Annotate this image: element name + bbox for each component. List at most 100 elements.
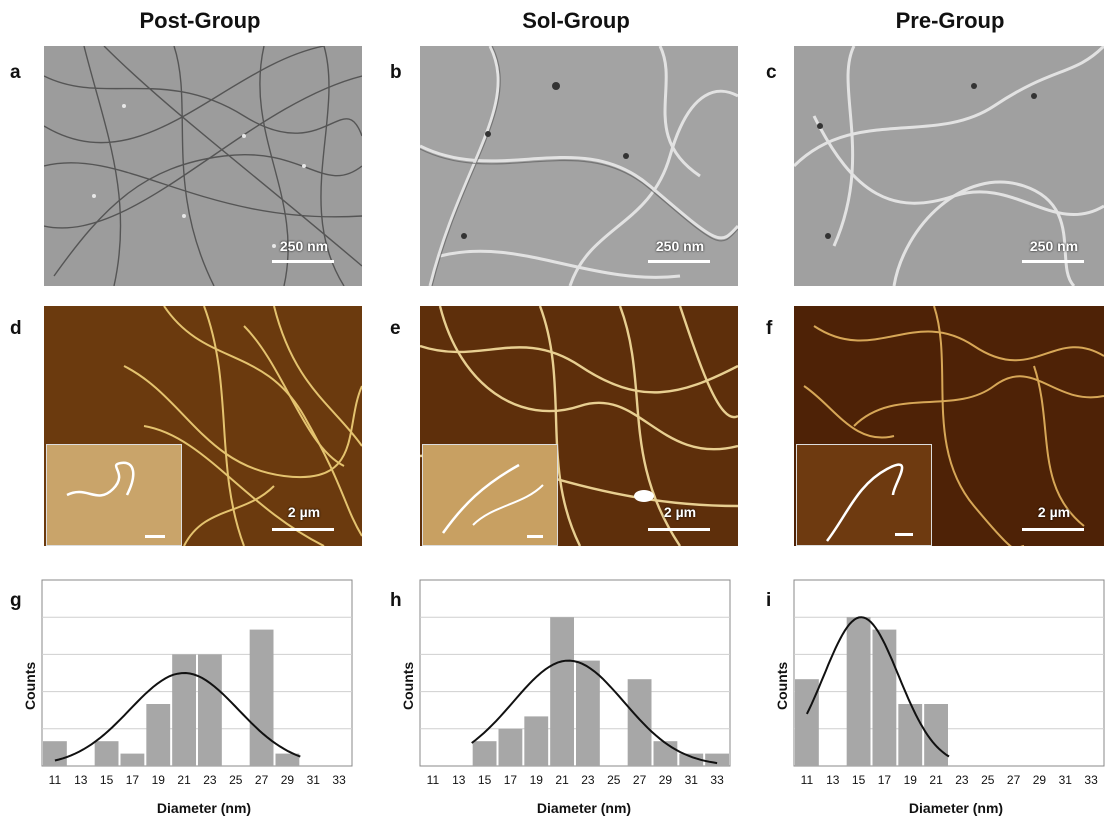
gaussian-fit-curve [54,671,301,762]
x-tick-label: 33 [710,773,724,784]
scale-label: 2 µm [1037,504,1071,520]
afm-fibril-image [803,306,1104,546]
x-tick-label: 25 [229,773,243,784]
gaussian-fit-curve [806,616,950,758]
x-tick-label: 23 [203,773,217,784]
fibril-network-image [794,46,1104,286]
histogram-bar [653,741,678,766]
scale-label: 250 nm [279,238,329,254]
scale-label: 250 nm [655,238,705,254]
fibril-network-image [44,46,362,286]
plot-frame [419,579,731,767]
x-tick-label: 27 [255,773,269,784]
panel-label-e: e [390,318,401,339]
x-tick-label: 31 [1059,773,1073,784]
panel-label-i: i [766,590,772,611]
histogram-bar [472,741,497,766]
x-tick-label: 13 [452,773,466,784]
afm-image-post: 2 µm [44,306,362,546]
x-tick-label: 23 [955,773,969,784]
x-tick-label: 15 [852,773,866,784]
x-tick-label: 11 [49,773,62,784]
x-tick-label: 25 [981,773,995,784]
histogram-pre: 11 13 15 17 19 21 23 25 27 29 31 33 [793,579,1105,784]
scale-bar [648,260,710,263]
tem-image-sol: 250 nm [420,46,738,286]
histogram-post: 11 13 15 17 19 21 23 25 27 29 31 33 [41,579,353,784]
histogram-bar [275,753,300,766]
histogram-bar [198,654,222,766]
histogram-bar [679,753,704,766]
x-tick-label: 17 [878,773,892,784]
plot-frame [793,579,1105,767]
x-tick-label: 25 [607,773,621,784]
x-tick-label: 29 [659,773,673,784]
x-tick-label: 21 [929,773,943,784]
x-tick-label: 31 [685,773,699,784]
tem-image-post: 250 nm [44,46,362,286]
x-tick-label: 13 [826,773,840,784]
scale-label: 250 nm [1029,238,1079,254]
histogram-bar [249,629,274,766]
scale-bar [648,528,710,531]
scale-bar [272,528,334,531]
scale-label: 2 µm [287,504,321,520]
afm-fibril-image [123,306,362,546]
plot-frame [41,579,353,767]
x-tick-label: 19 [904,773,918,784]
gaussian-fit-curve [471,659,718,765]
y-axis-label: Counts [400,661,416,710]
x-tick-label: 33 [332,773,346,784]
single-fibril-image [441,463,544,538]
x-tick-label: 15 [100,773,114,784]
histogram-bar [846,617,871,766]
x-tick-label: 29 [1033,773,1047,784]
x-tick-label: 27 [633,773,647,784]
histogram-bar [524,716,549,766]
tem-image-pre: 250 nm [794,46,1104,286]
x-tick-label: 31 [307,773,321,784]
afm-inset-image [796,444,932,546]
x-tick-label: 17 [504,773,518,784]
x-tick-label: 19 [530,773,544,784]
x-tick-label: 19 [152,773,166,784]
x-tick-label: 29 [281,773,295,784]
histogram-bar [705,753,729,766]
histogram-bar [43,741,67,766]
inset-scale-bar [145,535,165,538]
x-tick-label: 11 [801,773,814,784]
fibril-network-image [420,46,738,286]
panel-label-h: h [390,590,402,611]
afm-image-pre: 2 µm [794,306,1104,546]
x-tick-label: 33 [1084,773,1098,784]
column-title-sol: Sol-Group [522,8,630,33]
panel-label-b: b [390,62,402,83]
single-fibril-image [66,461,165,538]
single-fibril-image [826,463,913,542]
histogram-bar [627,679,652,766]
x-tick-label: 23 [581,773,595,784]
x-tick-label: 11 [427,773,440,784]
histogram-bar [94,741,119,766]
histogram-bar [550,617,574,766]
column-title-post: Post-Group [139,8,261,33]
histogram-bar [498,728,523,766]
x-tick-label: 17 [126,773,140,784]
x-tick-label: 13 [74,773,88,784]
panel-label-f: f [766,318,773,339]
x-tick-label: 21 [555,773,569,784]
x-axis-label: Diameter (nm) [536,800,632,816]
x-tick-label: 21 [177,773,191,784]
scale-bar [1022,528,1084,531]
scale-bar [1022,260,1084,263]
afm-image-sol: 2 µm [420,306,738,546]
y-axis-label: Counts [22,661,38,710]
histogram-sol: 11 13 15 17 19 21 23 25 27 29 31 33 [419,579,731,784]
histogram-bar [146,704,171,766]
histogram-bar [872,629,897,766]
histogram-bar [120,753,145,766]
panel-label-d: d [10,318,22,339]
afm-inset-image [46,444,182,546]
inset-scale-bar [527,535,543,538]
histogram-bar [898,704,923,766]
